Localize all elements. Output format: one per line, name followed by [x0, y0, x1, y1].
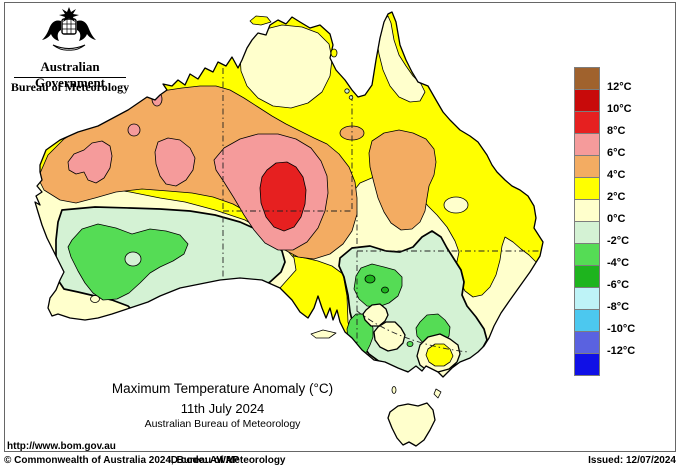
region-cream-capeyork — [376, 15, 426, 103]
legend-swatch — [574, 133, 600, 156]
region-red-core — [259, 161, 307, 232]
island-tasmania — [387, 402, 436, 447]
legend-label: -10°C — [607, 323, 636, 335]
bureau-title: Bureau of Meteorology — [10, 80, 130, 94]
legend-swatch — [574, 287, 600, 310]
legend-swatch — [574, 221, 600, 244]
region-pink-west-2 — [154, 137, 196, 187]
island-wellesley-1 — [344, 88, 350, 94]
footer-id-code: ID code: AWAP — [168, 455, 240, 466]
contour-ring-albany — [90, 295, 100, 303]
legend-label: 4°C — [607, 169, 626, 181]
bom-url: http://www.bom.gov.au — [7, 441, 116, 452]
crest-star — [59, 7, 79, 22]
legend-label: 8°C — [607, 125, 626, 137]
legend-swatch — [574, 111, 600, 134]
map-source: Australian Bureau of Meteorology — [144, 418, 301, 430]
island-wellesley-2 — [348, 95, 354, 100]
region-cream-topend — [239, 24, 333, 109]
island-king — [391, 386, 397, 394]
legend-label: 10°C — [607, 103, 632, 115]
legend: 12°C 10°C 8°C 6°C 4°C 2°C 0°C -2°C -4°C -6°C -8°C -… — [574, 67, 674, 387]
footer-issued: Issued: 12/07/2024 — [588, 455, 676, 466]
region-green-se-1 — [353, 263, 403, 308]
border-nsw-vic — [356, 310, 469, 353]
islands — [249, 15, 442, 447]
region-green-se-dot — [406, 341, 414, 347]
crest-emu — [77, 20, 96, 41]
crest-shield — [61, 18, 77, 35]
footer-copyright: © Commonwealth of Australia 2024, Bureau… — [4, 455, 286, 466]
island-melville — [249, 15, 272, 26]
region-yellow-gippsland — [425, 343, 454, 367]
legend-swatch — [574, 309, 600, 332]
region-cream-oval-nsw — [443, 196, 469, 214]
legend-label: -2°C — [607, 235, 630, 247]
legend-swatch — [574, 353, 600, 376]
region-darkgreen-se-2 — [381, 286, 389, 294]
crest-shield-pattern — [62, 19, 76, 34]
legend-swatch — [574, 155, 600, 178]
contour-hole-se-2 — [373, 321, 406, 352]
legend-label: 12°C — [607, 81, 632, 93]
legend-swatch — [574, 177, 600, 200]
island-flinders — [433, 388, 442, 399]
map-frame-border — [4, 2, 676, 452]
header-divider — [14, 77, 126, 78]
anomaly-regions — [35, 12, 543, 377]
legend-swatch — [574, 331, 600, 354]
map-title: Maximum Temperature Anomaly (°C) — [111, 381, 334, 396]
crest-kangaroo — [42, 20, 61, 41]
region-darkgreen-se-1 — [364, 274, 376, 284]
legend-label: -12°C — [607, 345, 636, 357]
region-orange-queensland — [368, 129, 437, 231]
legend-swatch — [574, 67, 600, 90]
contour-hole-se-1 — [362, 303, 389, 327]
legend-label: 6°C — [607, 147, 626, 159]
mainland-coastline — [34, 11, 544, 378]
contour-hole-southwest — [124, 251, 142, 267]
region-pink-west-3 — [127, 123, 141, 137]
island-kangaroo — [310, 329, 337, 339]
legend-swatch — [574, 265, 600, 288]
legend-label: 2°C — [607, 191, 626, 203]
region-pink-west-1 — [67, 140, 113, 184]
legend-label: -8°C — [607, 301, 630, 313]
legend-swatch — [574, 89, 600, 112]
legend-label: 0°C — [607, 213, 626, 225]
state-borders — [222, 68, 541, 353]
government-title: Australian Government — [34, 59, 106, 90]
crest-scroll — [52, 44, 86, 51]
legend-swatch — [574, 243, 600, 266]
legend-label: -4°C — [607, 257, 630, 269]
coat-of-arms — [42, 7, 96, 51]
island-groote — [330, 48, 338, 58]
legend-label: -6°C — [607, 279, 630, 291]
map-date: 11th July 2024 — [180, 401, 265, 416]
legend-swatch — [574, 199, 600, 222]
